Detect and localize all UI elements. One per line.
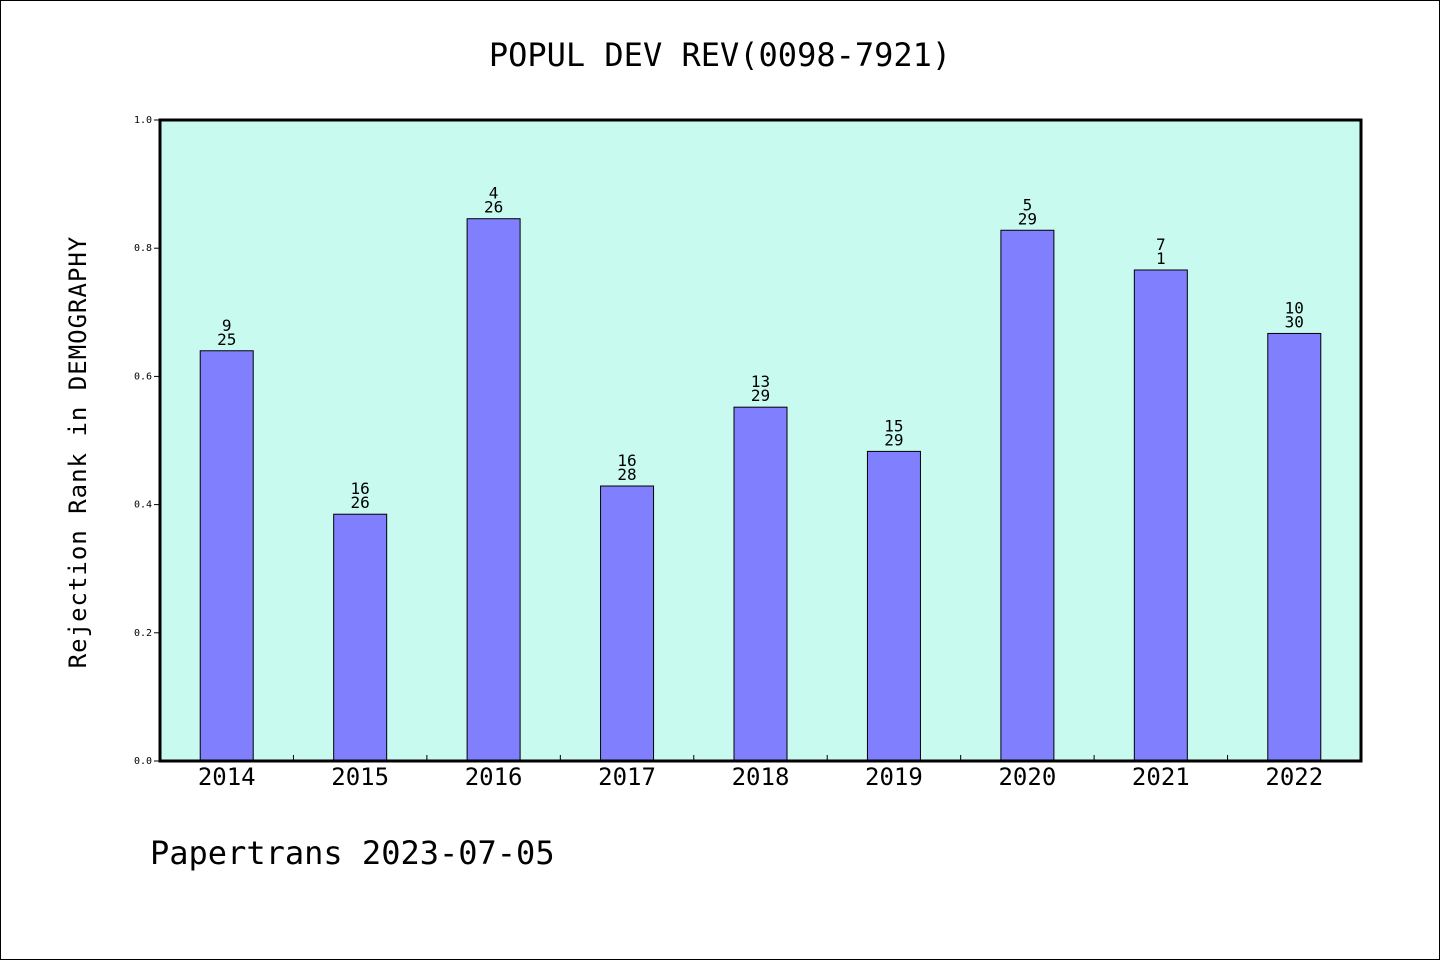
bar [733, 406, 788, 762]
bar-label-rank: 16 [617, 451, 636, 470]
bar-label-rank: 13 [751, 372, 770, 391]
x-tick-label: 2015 [331, 763, 389, 791]
bar [600, 485, 655, 762]
bar [199, 350, 254, 762]
y-axis-label: Rejection Rank in DEMOGRAPHY [64, 236, 92, 669]
x-tick-label: 2022 [1265, 763, 1323, 791]
plot-border [158, 118, 1363, 763]
bar [466, 218, 521, 762]
bar-label-total: 28 [617, 465, 636, 484]
bar-label-total: 29 [884, 430, 903, 449]
x-tick-label: 2020 [998, 763, 1056, 791]
bar-label-rank: 16 [351, 479, 370, 498]
bar-label-rank: 15 [884, 416, 903, 435]
bar [1267, 332, 1322, 762]
x-tick-label: 2021 [1132, 763, 1190, 791]
bar [333, 513, 388, 762]
y-tick-label: 1.0 [134, 115, 152, 126]
footer-text: Papertrans 2023-07-05 [150, 834, 555, 872]
bar-label-total: 25 [217, 330, 236, 349]
bar-labels: 2014925201516262016426201716282018132920… [198, 184, 1323, 791]
chart-title: POPUL DEV REV(0098-7921) [489, 36, 951, 74]
bar-label-total: 30 [1285, 312, 1304, 331]
bars [199, 218, 1322, 762]
bar-label-rank: 9 [222, 316, 232, 335]
bar-label-total: 26 [484, 198, 503, 217]
x-tick-label: 2017 [598, 763, 656, 791]
y-tick-label: 0.4 [134, 500, 152, 511]
bar [1000, 229, 1055, 762]
bar-label-total: 26 [351, 493, 370, 512]
y-tick-label: 0.8 [134, 243, 152, 254]
y-tick-label: 0.0 [134, 756, 152, 767]
y-tick-label: 0.6 [134, 371, 152, 382]
bar-label-total: 29 [751, 386, 770, 405]
bar-label-rank: 5 [1023, 195, 1033, 214]
x-tick-label: 2019 [865, 763, 923, 791]
x-tick-label: 2018 [732, 763, 790, 791]
bar [866, 450, 921, 762]
bar-label-rank: 4 [489, 184, 499, 203]
y-tick-label: 0.2 [134, 628, 152, 639]
bar-label-rank: 10 [1285, 298, 1304, 317]
x-tick-label: 2014 [198, 763, 256, 791]
bar-label-total: 1 [1156, 249, 1166, 268]
bar-label-rank: 7 [1156, 235, 1166, 254]
bar-label-total: 29 [1018, 209, 1037, 228]
x-tick-label: 2016 [465, 763, 523, 791]
bar [1133, 269, 1188, 762]
